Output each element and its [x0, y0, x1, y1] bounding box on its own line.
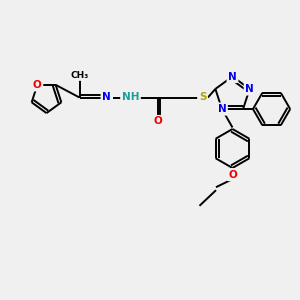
Text: N: N [245, 84, 254, 94]
Text: O: O [153, 116, 162, 127]
Text: S: S [199, 92, 206, 103]
Text: N: N [102, 92, 111, 103]
Text: CH₃: CH₃ [70, 70, 88, 80]
Text: NH: NH [122, 92, 139, 103]
Text: O: O [228, 169, 237, 180]
Text: N: N [218, 104, 226, 114]
Text: O: O [33, 80, 42, 90]
Text: N: N [228, 71, 237, 82]
